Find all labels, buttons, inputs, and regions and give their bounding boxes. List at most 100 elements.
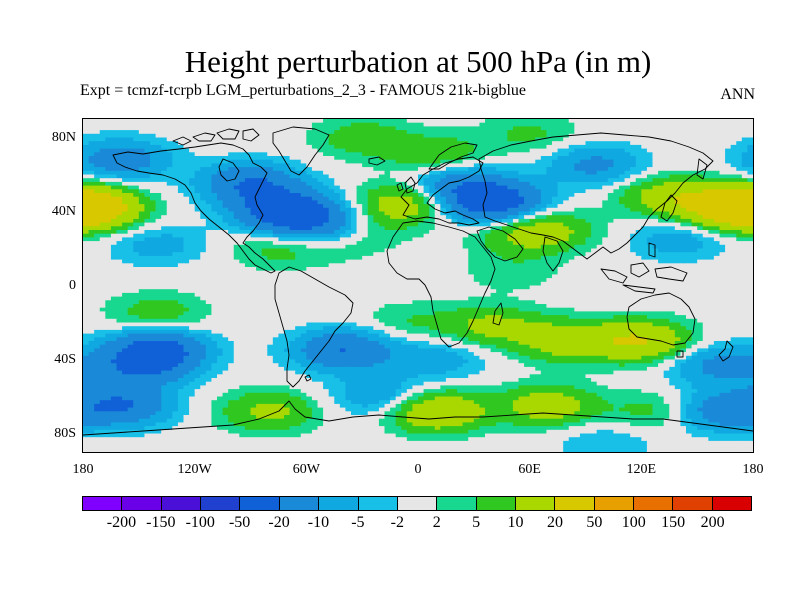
field-cell xyxy=(311,248,318,253)
field-cell xyxy=(205,119,212,124)
field-cell xyxy=(747,156,753,161)
field-cell xyxy=(635,163,642,168)
field-cell xyxy=(250,237,257,242)
field-cell xyxy=(244,174,251,179)
field-cell xyxy=(155,181,162,186)
field-cell xyxy=(624,148,631,153)
field-cell xyxy=(256,263,263,268)
field-cell xyxy=(317,237,324,242)
field-cell xyxy=(272,181,279,186)
field-cell xyxy=(613,141,620,146)
field-cell xyxy=(99,163,106,168)
field-cell xyxy=(261,174,268,179)
field-cell xyxy=(228,255,235,260)
field-cell xyxy=(429,144,436,149)
field-cell xyxy=(205,211,212,216)
field-cell xyxy=(496,152,503,157)
field-cell xyxy=(445,163,452,168)
field-cell xyxy=(328,255,335,260)
field-cell xyxy=(412,189,419,194)
field-cell xyxy=(362,130,369,135)
field-cell xyxy=(607,255,614,260)
field-cell xyxy=(674,207,681,212)
field-cell xyxy=(351,211,357,216)
field-cell xyxy=(351,174,357,179)
field-cell xyxy=(658,233,665,238)
field-cell xyxy=(250,159,257,164)
field-cell xyxy=(635,267,642,272)
field-cell xyxy=(518,133,525,138)
field-cell xyxy=(339,259,346,264)
field-cell xyxy=(272,267,279,272)
field-cell xyxy=(378,230,385,235)
field-cell xyxy=(311,159,318,164)
field-cell xyxy=(429,193,436,198)
field-cell xyxy=(395,200,402,205)
field-cell xyxy=(652,259,659,264)
field-cell xyxy=(83,233,89,238)
field-cell xyxy=(563,126,570,131)
field-cell xyxy=(110,259,117,264)
field-cell xyxy=(412,267,419,272)
field-cell xyxy=(390,163,397,168)
field-cell xyxy=(295,230,302,235)
field-cell xyxy=(501,141,508,146)
field-cell xyxy=(127,218,134,223)
field-cell xyxy=(574,148,581,153)
field-cell xyxy=(579,174,586,179)
field-cell xyxy=(496,193,503,198)
field-cell xyxy=(244,170,251,175)
field-cell xyxy=(602,144,609,149)
field-cell xyxy=(150,237,156,242)
field-cell xyxy=(468,193,475,198)
field-cell xyxy=(507,204,514,209)
field-cell xyxy=(323,181,330,186)
field-cell xyxy=(451,244,458,249)
field-cell xyxy=(200,215,207,220)
field-cell xyxy=(356,152,363,157)
field-cell xyxy=(535,156,542,161)
field-cell xyxy=(289,248,296,253)
field-cell xyxy=(524,218,531,223)
field-cell xyxy=(233,226,240,231)
field-cell xyxy=(736,241,743,246)
field-cell xyxy=(300,204,307,209)
field-cell xyxy=(138,237,145,242)
field-cell xyxy=(624,178,631,183)
field-cell xyxy=(161,137,168,142)
field-cell xyxy=(468,148,475,153)
field-cell xyxy=(133,267,140,272)
field-cell xyxy=(116,130,123,135)
field-cell xyxy=(546,170,553,175)
field-cell xyxy=(708,141,715,146)
field-cell xyxy=(317,267,324,272)
field-cell xyxy=(674,237,681,242)
field-cell xyxy=(155,159,162,164)
field-cell xyxy=(267,152,274,157)
field-cell xyxy=(518,137,525,142)
field-cell xyxy=(725,241,732,246)
field-cell xyxy=(133,215,140,220)
field-cell xyxy=(708,211,715,216)
field-cell xyxy=(323,174,330,179)
field-cell xyxy=(518,185,525,190)
field-cell xyxy=(88,241,95,246)
field-cell xyxy=(479,259,486,264)
field-cell xyxy=(540,255,547,260)
field-cell xyxy=(217,137,223,142)
field-cell xyxy=(401,152,408,157)
field-cell xyxy=(272,270,279,275)
field-cell xyxy=(300,133,307,138)
field-cell xyxy=(473,259,480,264)
field-cell xyxy=(378,189,385,194)
field-cell xyxy=(658,141,665,146)
field-cell xyxy=(429,222,436,227)
field-cell xyxy=(518,126,525,131)
field-cell xyxy=(116,226,123,231)
field-cell xyxy=(244,226,251,231)
field-cell xyxy=(440,222,447,227)
field-cell xyxy=(658,267,665,272)
field-cell xyxy=(451,193,458,198)
field-cell xyxy=(602,148,609,153)
field-cell xyxy=(122,237,129,242)
